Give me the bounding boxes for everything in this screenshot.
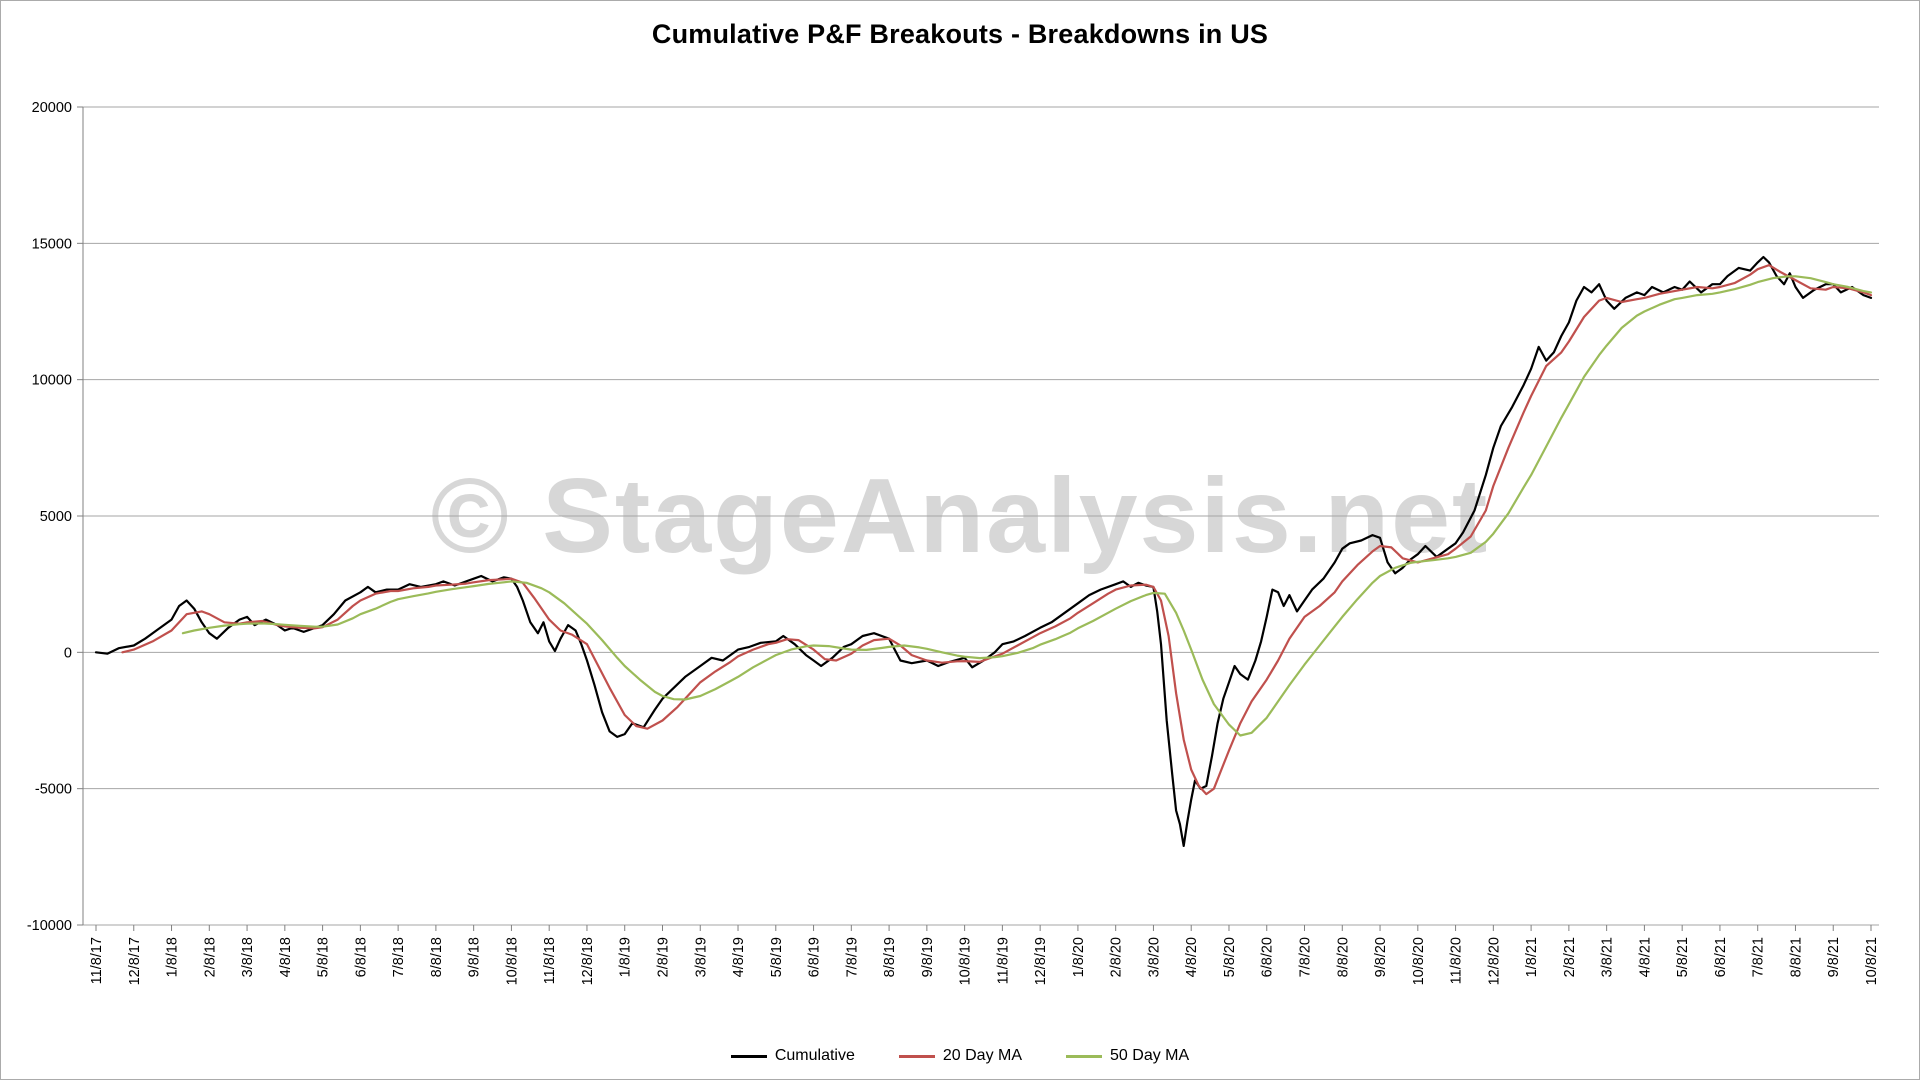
legend-item-20dayma: 20 Day MA <box>898 1047 1023 1065</box>
x-tick-label: 12/8/17 <box>127 937 143 985</box>
x-tick-label: 5/8/20 <box>1222 937 1238 977</box>
legend-label-50dayma: 50 Day MA <box>1110 1047 1190 1064</box>
x-tick-label: 4/8/20 <box>1184 937 1200 977</box>
x-tick-label: 8/8/20 <box>1335 937 1351 977</box>
x-tick-label: 4/8/19 <box>731 937 747 977</box>
legend-label-cumulative: Cumulative <box>774 1047 855 1064</box>
series-cumulative <box>94 255 1873 848</box>
legend-item-50dayma: 50 Day MA <box>1066 1047 1189 1065</box>
x-tick-label: 3/8/19 <box>693 937 709 977</box>
x-tick-label: 9/8/21 <box>1826 937 1842 977</box>
x-tick-label: 7/8/20 <box>1298 937 1314 977</box>
series-20-day-ma <box>121 264 1873 796</box>
x-tick-label: 5/8/19 <box>769 937 785 977</box>
x-tick-label: 2/8/20 <box>1109 937 1125 977</box>
x-tick-label: 11/8/19 <box>995 937 1011 984</box>
legend: Cumulative 20 Day MA 50 Day MA <box>1 1047 1919 1065</box>
legend-label-20dayma: 20 Day MA <box>942 1047 1023 1064</box>
x-tick-label: 10/8/18 <box>504 937 520 985</box>
y-tick-label: 0 <box>64 645 72 661</box>
x-tick-label: 12/8/18 <box>580 937 596 985</box>
x-tick-label: 11/8/17 <box>89 937 105 984</box>
x-tick-label: 6/8/20 <box>1260 937 1276 977</box>
x-tick-label: 1/8/21 <box>1524 937 1540 977</box>
x-tick-label: 2/8/18 <box>202 937 218 977</box>
y-tick-label: -5000 <box>35 782 72 798</box>
legend-line-swatch-20dayma <box>898 1054 935 1058</box>
legend-item-cumulative: Cumulative <box>730 1047 855 1065</box>
x-tick-label: 10/8/21 <box>1864 937 1880 985</box>
x-tick-label: 6/8/19 <box>807 937 823 977</box>
legend-line-swatch-cumulative <box>730 1054 767 1058</box>
plot-area: 20000 15000 10000 5000 0 -5000 -10000 11/8/17 12… <box>27 100 1880 985</box>
x-tick-label: 10/8/20 <box>1411 937 1427 985</box>
x-tick-label: 10/8/19 <box>958 937 974 985</box>
y-tick-label: -10000 <box>27 918 72 934</box>
x-tick-label: 7/8/19 <box>844 937 860 977</box>
series-50-day-ma <box>181 275 1873 737</box>
x-tick-label: 12/8/20 <box>1486 937 1502 985</box>
x-tick-label: 4/8/18 <box>278 937 294 977</box>
x-tick-label: 5/8/18 <box>316 937 332 977</box>
x-tick-label: 1/8/18 <box>165 937 181 977</box>
x-tick-label: 1/8/20 <box>1071 937 1087 977</box>
x-tick-label: 3/8/20 <box>1146 937 1162 977</box>
x-tick-label: 6/8/21 <box>1713 937 1729 977</box>
x-tick-label: 3/8/21 <box>1600 937 1616 977</box>
x-tick-label: 9/8/20 <box>1373 937 1389 977</box>
x-tick-label: 8/8/18 <box>429 937 445 977</box>
x-tick-label: 11/8/20 <box>1449 937 1465 984</box>
x-tick-label: 6/8/18 <box>353 937 369 977</box>
x-tick-label: 3/8/18 <box>240 937 256 977</box>
x-tick-label: 7/8/21 <box>1751 937 1767 977</box>
x-tick-label: 8/8/19 <box>882 937 898 977</box>
y-tick-label: 15000 <box>32 236 72 252</box>
x-tick-label: 1/8/19 <box>618 937 634 977</box>
x-tick-label: 12/8/19 <box>1033 937 1049 985</box>
y-tick-label: 5000 <box>40 509 72 525</box>
x-tick-label: 2/8/21 <box>1562 937 1578 977</box>
x-tick-label: 5/8/21 <box>1675 937 1691 977</box>
x-tick-label: 7/8/18 <box>391 937 407 977</box>
x-tick-label: 11/8/18 <box>542 937 558 984</box>
y-tick-label: 10000 <box>32 373 72 389</box>
legend-line-swatch-50dayma <box>1066 1054 1103 1058</box>
x-tick-label: 9/8/19 <box>920 937 936 977</box>
y-tick-label: 20000 <box>32 100 72 116</box>
x-tick-label: 8/8/21 <box>1788 937 1804 977</box>
x-tick-label: 9/8/18 <box>467 937 483 977</box>
chart-title: Cumulative P&F Breakouts - Breakdowns in… <box>651 19 1269 49</box>
x-tick-label: 4/8/21 <box>1637 937 1653 977</box>
x-tick-label: 2/8/19 <box>655 937 671 977</box>
